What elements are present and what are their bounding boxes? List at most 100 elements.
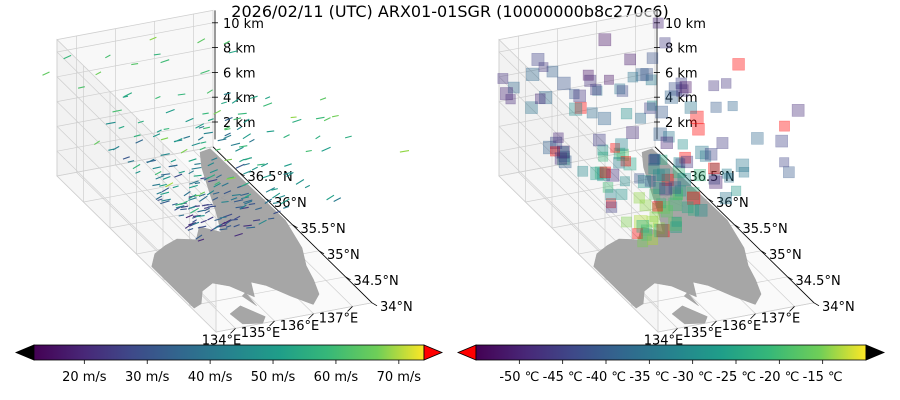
wind-arrow [207,162,215,167]
temperature-voxel [505,94,516,105]
wind-arrow [224,116,233,122]
wind-arrow [207,205,216,208]
wind-arrow [188,221,196,226]
colorbar-gradient [475,344,867,361]
wind-arrow [280,198,290,205]
wind-arrow [155,195,163,200]
wind-arrow [188,197,197,201]
wind-arrow [185,214,194,219]
wind-arrow [221,101,227,105]
colorbar-tick-label: 50 m/s [251,370,296,385]
wind-arrow [112,109,122,113]
wind-arrow [223,134,232,140]
temperature-voxel [636,220,650,233]
y-tick-label: 34°N [822,300,855,315]
wind-arrow [149,36,157,41]
temperature-voxel [738,167,750,178]
wind-arrow [233,117,242,121]
temperature-voxel [650,153,661,165]
temperature-voxel [668,181,682,194]
temperature-voxel [603,74,614,85]
x-tick-mark [269,320,275,327]
temperature-voxel [598,151,609,162]
temperature-voxel [681,201,694,214]
wind-arrow [197,209,205,213]
temperature-voxel [597,144,609,156]
temperature-voxel [649,188,661,200]
wind-arrow [135,139,144,144]
wind-arrow [180,205,189,208]
temperature-voxel [553,132,564,143]
wind-arrow [165,108,175,114]
wind-arrow [323,117,331,122]
temperature-voxel [569,102,583,116]
temperature-voxel [661,173,674,186]
colorbar-tick-label: -35 ℃ [629,370,669,385]
temperature-voxel [627,71,639,83]
z-tick-label: 4 km [223,91,256,106]
wind-arrow [200,177,206,180]
wind-arrow [253,219,261,222]
temperature-voxel [598,33,612,47]
x-tick-label: 136°E [280,319,320,334]
y-tick-label: 34.5°N [354,274,399,289]
wind-arrow [155,95,161,100]
wind-arrow [161,198,171,202]
wind-arrow [237,112,247,115]
temperature-voxel [699,150,712,162]
temperature-voxel [640,224,653,236]
temperature-voxel [635,68,649,82]
z-tick-label: 10 km [665,17,706,32]
wind-arrow [155,175,165,180]
colorbar-under-extension [14,344,35,361]
wind-arrow [217,138,227,142]
wind-arrow [199,191,206,195]
temperature-voxel [539,91,553,105]
wind-arrow [221,182,229,187]
temperature-voxel [708,173,720,185]
temperature-voxel [651,202,663,214]
z-tick-label: 8 km [665,42,698,57]
temperature-voxel [649,153,660,165]
temperature-voxel [605,198,616,209]
wind-arrow [192,219,197,223]
temperature-voxel [677,172,691,187]
temperature-voxel [716,137,729,149]
wind-arrow [197,238,205,242]
wind-arrow [233,199,244,203]
wind-arrow [195,234,203,240]
temperature-voxel [660,136,674,149]
wind-arrow [223,213,233,218]
temperature-voxel [606,168,620,182]
wind-arrow [206,174,216,180]
wind-arrow [223,92,231,96]
wind-arrow [234,215,241,220]
wind-arrow [235,163,245,169]
land-mass [593,148,762,309]
wind-arrow [283,205,290,209]
z-tick-label: 2 km [665,116,698,131]
wind-arrow [160,137,169,141]
wind-arrow [112,145,120,151]
wind-arrow [160,173,170,176]
temperature-voxel [721,168,732,179]
wind-arrow [174,173,183,178]
temperature-voxel [672,165,686,179]
wind-arrow [133,134,141,138]
wind-arrow [199,146,206,151]
temperature-voxel [602,182,614,193]
wind-arrow [245,157,251,161]
wind-arrow [208,178,218,183]
temperature-voxel [620,108,633,120]
temperature-voxel [735,158,750,172]
wind-arrow [63,54,72,60]
temperature-voxel [670,187,683,201]
y-gridline [631,276,788,307]
wind-arrow [203,131,213,135]
temperature-voxel [549,136,563,150]
temperature-voxel [554,152,567,165]
wind-arrow [262,174,272,179]
wind-arrow [183,135,191,139]
temperature-voxel [709,163,720,173]
temperature-voxel [672,189,684,200]
